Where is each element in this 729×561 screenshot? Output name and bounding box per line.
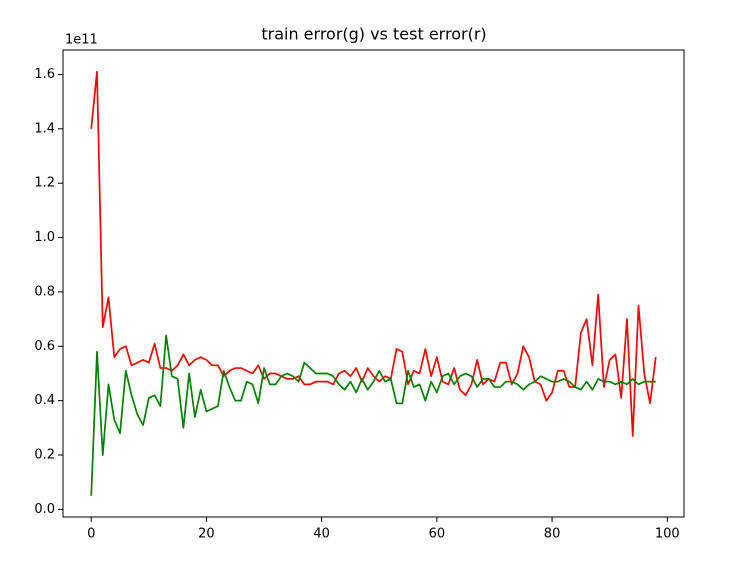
y-tick-label: 0.8 — [34, 284, 55, 299]
x-tick-label: 20 — [198, 527, 215, 542]
plot-frame — [62, 49, 685, 518]
y-tick-label: 1.2 — [34, 176, 55, 191]
y-tick-label: 1.0 — [34, 230, 55, 245]
x-tick-label: 80 — [544, 527, 561, 542]
series-line — [90, 70, 657, 437]
chart-title: train error(g) vs test error(r) — [261, 25, 486, 44]
y-tick-label: 1.6 — [34, 67, 55, 82]
y-tick-label: 1.4 — [34, 121, 55, 136]
x-tick-label: 100 — [655, 527, 680, 542]
y-tick-label: 0.6 — [34, 339, 55, 354]
x-tick-label: 0 — [87, 527, 95, 542]
y-tick-label: 0.4 — [34, 393, 55, 408]
x-tick-label: 60 — [429, 527, 446, 542]
series-line — [90, 334, 656, 496]
x-tick-label: 40 — [313, 527, 330, 542]
y-tick-label: 0.2 — [34, 448, 55, 463]
y-tick-label: 0.0 — [34, 502, 55, 517]
offset-label: 1e11 — [65, 33, 98, 48]
